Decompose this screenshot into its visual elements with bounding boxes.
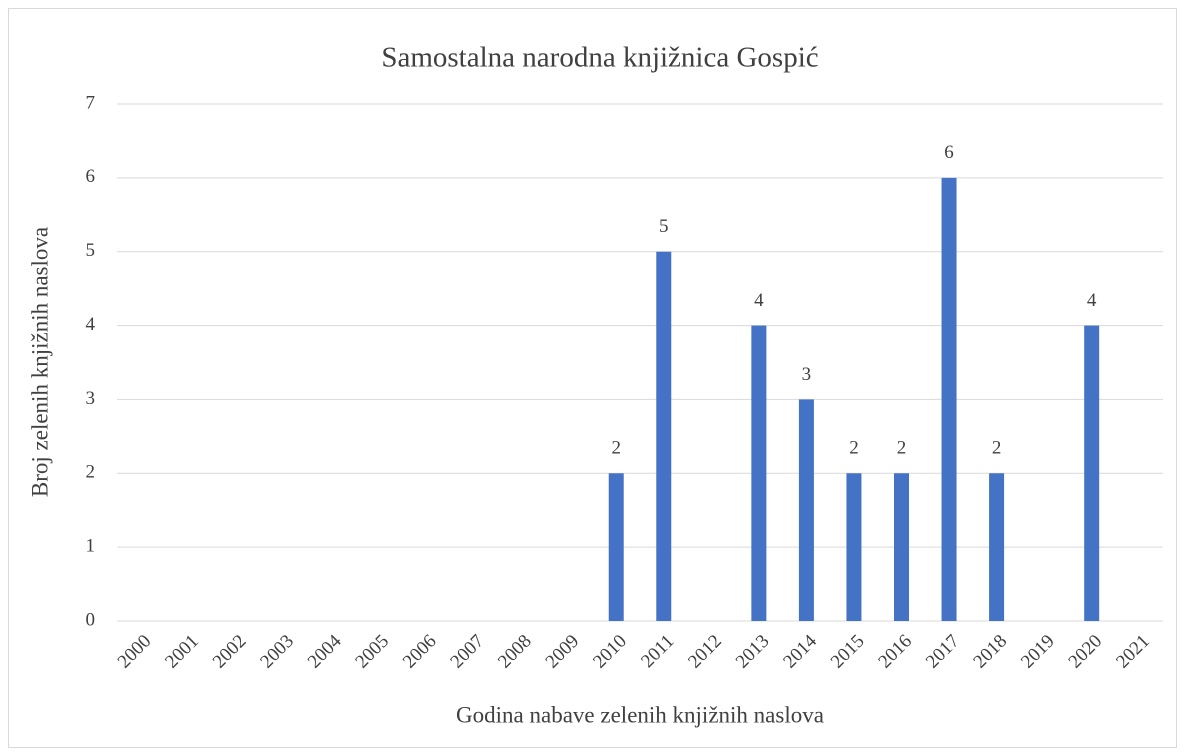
x-axis-title: Godina nabave zelenih knjižnih naslova [456,702,824,727]
bar [608,473,624,621]
bar [751,325,767,621]
y-tick-label: 0 [86,609,96,630]
data-label: 2 [611,438,621,459]
y-tick-label: 5 [86,240,96,261]
data-label: 4 [1087,290,1097,311]
y-tick-label: 3 [86,388,96,409]
bar [798,399,814,621]
bar [941,177,957,621]
data-label: 5 [659,216,669,237]
data-label: 2 [849,438,859,459]
bar [846,473,862,621]
bar [1084,325,1100,621]
y-tick-label: 1 [86,536,96,557]
bar [894,473,909,621]
chart-title: Samostalna narodna knjižnica Gospić [381,42,818,74]
chart-frame [8,8,1177,748]
data-label: 6 [944,142,954,163]
bar [989,473,1005,621]
y-tick-label: 7 [86,92,96,113]
data-label: 2 [992,438,1002,459]
data-label: 2 [897,438,907,459]
data-label: 4 [754,290,764,311]
y-tick-label: 2 [86,462,96,483]
bar [656,251,672,621]
data-label: 3 [802,364,812,385]
y-tick-label: 4 [86,314,96,335]
y-axis-title: Broj zelenih knjižnih naslova [27,227,52,497]
y-tick-label: 6 [86,166,96,187]
